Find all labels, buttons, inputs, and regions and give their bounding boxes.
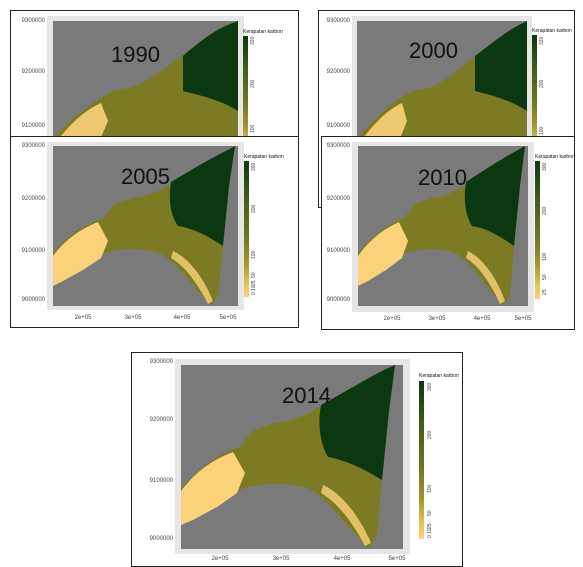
y-tick-label: 9200000 xyxy=(21,196,45,202)
legend-label: 10 xyxy=(427,528,433,534)
legend-label: 200 xyxy=(539,79,545,88)
x-tick-label: 2e+05 xyxy=(74,315,92,321)
legend-label: 200 xyxy=(250,79,256,88)
x-tick-label: 5e+05 xyxy=(388,556,406,562)
legend-title: Kerapatan karbon xyxy=(535,154,575,160)
legend-title: Kerapatan karbon xyxy=(244,154,284,160)
y-tick-label: 9300000 xyxy=(21,143,45,149)
y-tick-label: 9300000 xyxy=(326,143,350,149)
legend-label: 100 xyxy=(539,126,545,135)
legend-label: 200 xyxy=(542,206,548,215)
x-tick-label: 2e+05 xyxy=(211,556,229,562)
y-tick-label: 9100000 xyxy=(326,248,350,254)
legend-label: 0 xyxy=(251,292,257,295)
legend-label: 100 xyxy=(251,250,257,259)
landmass-shape xyxy=(358,146,525,306)
legend-label: 100 xyxy=(542,252,548,261)
year-label: 2005 xyxy=(121,164,170,189)
x-tick-label: 4e+05 xyxy=(173,315,191,321)
y-tick-label: 9300000 xyxy=(326,18,350,24)
legend-label: 300 xyxy=(251,162,257,171)
legend-label: 25 xyxy=(542,289,548,295)
legend-colorbar xyxy=(243,36,248,156)
map-panel-2010: 2010 9300000 9200000 9100000 9000000 2e+… xyxy=(321,136,575,330)
legend-label: 320 xyxy=(250,36,256,45)
landmass-shape xyxy=(53,146,235,306)
map-area xyxy=(53,146,238,306)
map-area xyxy=(358,146,528,306)
legend-colorbar xyxy=(532,35,537,155)
legend-label: 50 xyxy=(251,272,257,278)
x-tick-label: 4e+05 xyxy=(333,556,351,562)
legend-label: 10 xyxy=(251,285,257,291)
map-panel-2005: 2005 9300000 9200000 9100000 9000000 2e+… xyxy=(10,136,299,328)
y-tick-label: 9100000 xyxy=(149,478,173,484)
landmass-shape xyxy=(181,365,395,549)
y-tick-label: 9200000 xyxy=(21,69,45,75)
legend-label: 100 xyxy=(427,484,433,493)
legend-title: Kerapatan karbon xyxy=(419,373,459,379)
map-area xyxy=(181,365,403,549)
year-label: 1990 xyxy=(111,42,160,67)
y-tick-label: 9300000 xyxy=(149,359,173,365)
legend-label: 0 xyxy=(427,535,433,538)
legend-label: 300 xyxy=(542,162,548,171)
year-label: 2000 xyxy=(409,38,458,63)
y-tick-label: 9100000 xyxy=(21,248,45,254)
x-tick-label: 3e+05 xyxy=(124,315,142,321)
y-tick-label: 9000000 xyxy=(149,536,173,542)
legend-label: 320 xyxy=(539,36,545,45)
legend-label: 200 xyxy=(427,430,433,439)
y-tick-label: 9200000 xyxy=(149,417,173,423)
x-tick-label: 5e+05 xyxy=(514,316,532,322)
y-tick-label: 9300000 xyxy=(21,18,45,24)
x-tick-label: 4e+05 xyxy=(473,316,491,322)
y-tick-label: 9100000 xyxy=(21,123,45,129)
year-label: 2014 xyxy=(282,383,331,408)
y-tick-label: 9200000 xyxy=(326,69,350,75)
y-tick-label: 9200000 xyxy=(326,196,350,202)
legend-colorbar xyxy=(244,161,249,297)
x-tick-label: 2e+05 xyxy=(383,316,401,322)
legend-colorbar xyxy=(535,161,540,299)
legend-label: 50 xyxy=(427,510,433,516)
legend-label: 100 xyxy=(250,124,256,133)
map-panel-2014: 2014 9300000 9200000 9100000 9000000 2e+… xyxy=(131,352,463,567)
legend-label: 50 xyxy=(542,274,548,280)
legend-title: Kerapatan karbon xyxy=(532,28,572,34)
legend-label: 200 xyxy=(251,204,257,213)
legend-colorbar xyxy=(419,381,424,539)
legend-label: 300 xyxy=(427,382,433,391)
y-tick-label: 9100000 xyxy=(326,123,350,129)
y-tick-label: 9000000 xyxy=(326,297,350,303)
legend-title: Kerapatan karbon xyxy=(243,29,283,35)
x-tick-label: 5e+05 xyxy=(219,315,237,321)
year-label: 2010 xyxy=(418,165,467,190)
x-tick-label: 3e+05 xyxy=(272,556,290,562)
x-tick-label: 3e+05 xyxy=(428,316,446,322)
y-tick-label: 9000000 xyxy=(21,297,45,303)
